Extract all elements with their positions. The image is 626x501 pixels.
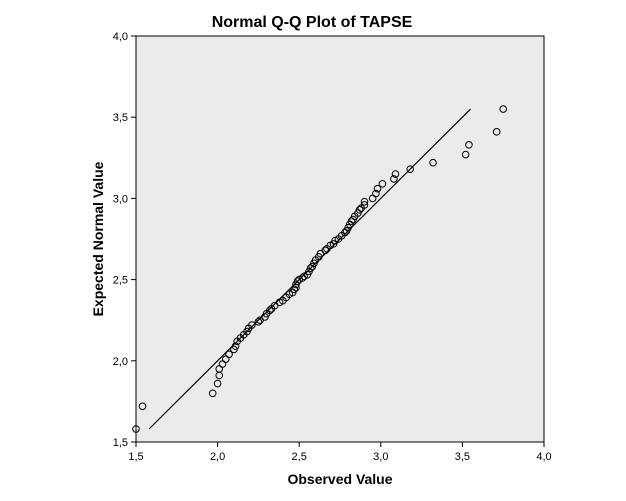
data-point [372,189,380,198]
y-axis-label: Expected Normal Value [90,161,106,316]
y-tick-label: 1,5 [113,437,128,449]
x-tick-label: 3,0 [373,451,388,463]
data-point [406,165,414,173]
data-point [225,350,233,359]
x-axis-label: Observed Value [287,471,392,487]
y-tick-label: 2,5 [113,275,128,287]
y-axis: 1,5 2,0 2,5 3,0 3,5 4,0 [113,31,136,449]
x-tick-label: 2,5 [292,451,307,463]
data-point [231,342,240,350]
x-tick-label: 2,0 [210,451,225,463]
data-point [290,285,299,294]
x-axis: 1,5 2,0 2,5 3,0 3,5 4,0 [128,442,552,463]
y-tick-label: 3,5 [113,112,128,124]
data-point [360,197,369,206]
x-tick-label: 1,5 [128,451,143,463]
data-point [499,105,508,113]
chart-title: Normal Q-Q Plot of TAPSE [212,14,413,31]
data-point [132,425,140,433]
data-point [373,184,382,193]
data-point [254,318,263,326]
y-tick-label: 3,0 [113,193,128,205]
data-point [492,128,501,136]
data-point [465,141,473,149]
data-point [248,321,256,329]
y-tick-label: 2,0 [113,356,128,368]
data-point [138,402,147,411]
data-point [213,379,222,388]
data-point [429,158,437,167]
data-point [461,150,470,159]
data-point [378,179,387,188]
data-point [321,246,330,255]
data-point [355,205,364,214]
data-point [391,170,400,178]
data-point [208,389,217,398]
data-point [390,175,398,183]
data-points [132,105,508,433]
x-tick-label: 3,5 [455,451,470,463]
data-point [266,306,274,315]
y-tick-label: 4,0 [113,31,128,43]
data-point [360,201,369,209]
x-tick-label: 4,0 [536,451,551,463]
